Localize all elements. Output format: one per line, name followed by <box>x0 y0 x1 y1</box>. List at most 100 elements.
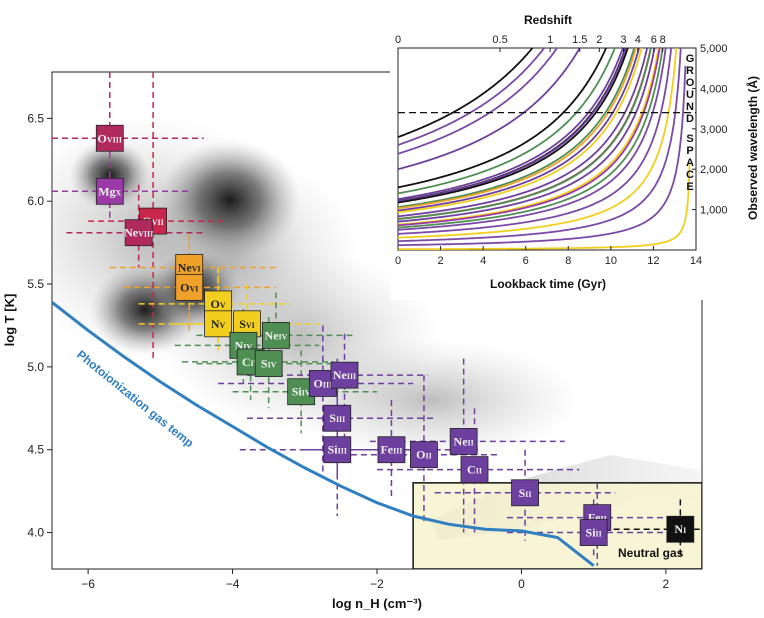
ion-element-14: O <box>313 376 322 390</box>
ion-stage-0: VIII <box>107 135 122 144</box>
ion-stage-13: IV <box>302 389 311 398</box>
ion-label-6: OV <box>211 297 226 311</box>
y-tick-label-1: 4.5 <box>27 443 44 457</box>
ion-stage-3: VIII <box>138 230 153 239</box>
ion-box-0 <box>95 124 124 152</box>
ion-label-21: CII <box>467 463 482 477</box>
ion-label-25: NI <box>674 522 686 536</box>
y-axis-title: log T [K] <box>2 294 17 347</box>
ion-label-19: OII <box>416 448 432 462</box>
ion-label-10: NIV <box>235 338 253 352</box>
ion-stage-23: II <box>600 515 606 524</box>
ion-box-17 <box>323 436 352 464</box>
ion-label-3: NeVIII <box>124 226 153 240</box>
ion-stage-24: II <box>596 530 602 539</box>
ion-element-19: O <box>416 448 425 462</box>
ion-marker-7: NV <box>204 310 233 338</box>
ground-label-letter-5: D <box>686 113 694 125</box>
ion-element-17: Si <box>328 443 339 457</box>
ion-element-15: Ne <box>333 368 348 382</box>
ion-element-6: O <box>211 297 220 311</box>
ion-box-16 <box>323 404 352 432</box>
y-tick-label-0: 4.0 <box>27 526 44 540</box>
rest-wavelength-line-22 <box>398 48 673 235</box>
ion-marker-24: SiII <box>579 519 608 546</box>
x-axis-title: log n_H (cm⁻³) <box>332 596 422 611</box>
ion-label-15: NeIII <box>333 368 356 382</box>
ion-marker-9: NeIV <box>261 322 290 349</box>
inset-top-tick-label-4: 2 <box>596 34 602 46</box>
ion-element-3: Ne <box>124 226 139 240</box>
ion-marker-21: CII <box>460 456 489 484</box>
x-tick-label-2: −2 <box>370 577 384 591</box>
ion-stage-16: III <box>336 415 345 424</box>
inset-x-tick-label-1: 2 <box>438 255 444 267</box>
inset-top-tick-label-5: 3 <box>620 34 626 46</box>
ion-stage-18: III <box>393 447 402 456</box>
rest-wavelength-line-12 <box>398 48 640 212</box>
ion-stage-22: II <box>525 490 531 499</box>
space-label-letter-1: P <box>686 145 693 157</box>
ion-label-4: NeVI <box>178 260 201 274</box>
y-tick-label-3: 5.5 <box>27 277 44 291</box>
rest-wavelength-line-10 <box>398 48 636 208</box>
inset-top-axis-title: Redshift <box>524 13 572 27</box>
gas-density-cloud <box>52 115 702 569</box>
ion-box-21 <box>460 456 489 484</box>
ion-element-12: S <box>261 357 268 371</box>
ion-element-25: N <box>674 522 683 536</box>
rest-wavelength-line-25 <box>398 65 687 247</box>
y-tick-label-5: 6.5 <box>27 111 44 125</box>
inset-top-tick-label-6: 4 <box>635 34 641 46</box>
ion-stage-10: IV <box>243 342 252 351</box>
ion-label-0: OVIII <box>98 131 122 145</box>
ion-element-20: Ne <box>454 434 469 448</box>
space-label-letter-0: S <box>686 133 693 145</box>
inset-x-tick-label-6: 12 <box>647 255 659 267</box>
ion-element-9: Ne <box>264 328 279 342</box>
ion-stage-21: II <box>476 467 482 476</box>
inset-y-tick-label-4: 5,000 <box>700 43 728 55</box>
ion-marker-12: SIV <box>254 350 283 377</box>
ion-label-7: NV <box>211 317 226 331</box>
ion-marker-17: SiIII <box>323 436 352 464</box>
ion-marker-22: SII <box>511 479 539 507</box>
ion-label-8: SVI <box>239 317 255 331</box>
y-tick-label-2: 5.0 <box>27 360 44 374</box>
neutral-gas-label: Neutral gas <box>618 546 684 560</box>
inset-x-tick-label-3: 6 <box>523 255 529 267</box>
x-tick-label-4: 2 <box>663 577 670 591</box>
ion-element-21: C <box>467 463 476 477</box>
ion-element-16: S <box>329 411 336 425</box>
ion-marker-25: NI <box>666 515 695 543</box>
ion-box-3 <box>124 219 153 247</box>
y-tick-label-4: 6.0 <box>27 194 44 208</box>
neutral-gas-region <box>412 482 702 569</box>
ion-label-18: FeIII <box>380 443 402 457</box>
rest-wavelength-line-8 <box>398 48 627 203</box>
ion-element-7: N <box>211 317 220 331</box>
inset-y-tick-label-3: 4,000 <box>700 83 728 95</box>
ion-box-24 <box>579 519 608 546</box>
rest-wavelength-line-2 <box>398 48 559 155</box>
ion-label-9: NeIV <box>264 328 287 342</box>
rest-wavelength-line-20 <box>398 48 664 229</box>
inset-y-tick-label-1: 2,000 <box>700 164 728 176</box>
rest-wavelength-line-23 <box>398 48 678 239</box>
inset-top-tick-label-2: 1 <box>547 34 553 46</box>
ion-element-5: O <box>180 280 189 294</box>
inset-x-tick-label-0: 0 <box>395 255 401 267</box>
rest-wavelength-line-26 <box>398 162 691 250</box>
ion-label-13: SiIV <box>292 385 311 399</box>
ion-marker-19: OII <box>410 441 438 469</box>
inset-x-tick-label-5: 10 <box>605 255 617 267</box>
rest-wavelength-line-19 <box>398 48 661 227</box>
rest-wavelength-line-13 <box>398 48 643 214</box>
ion-marker-5: OVI <box>175 273 204 301</box>
ion-label-5: OVI <box>180 280 198 294</box>
rest-wavelength-line-3 <box>398 48 581 171</box>
x-tick-label-1: −4 <box>226 577 240 591</box>
ion-stage-12: IV <box>268 361 277 370</box>
